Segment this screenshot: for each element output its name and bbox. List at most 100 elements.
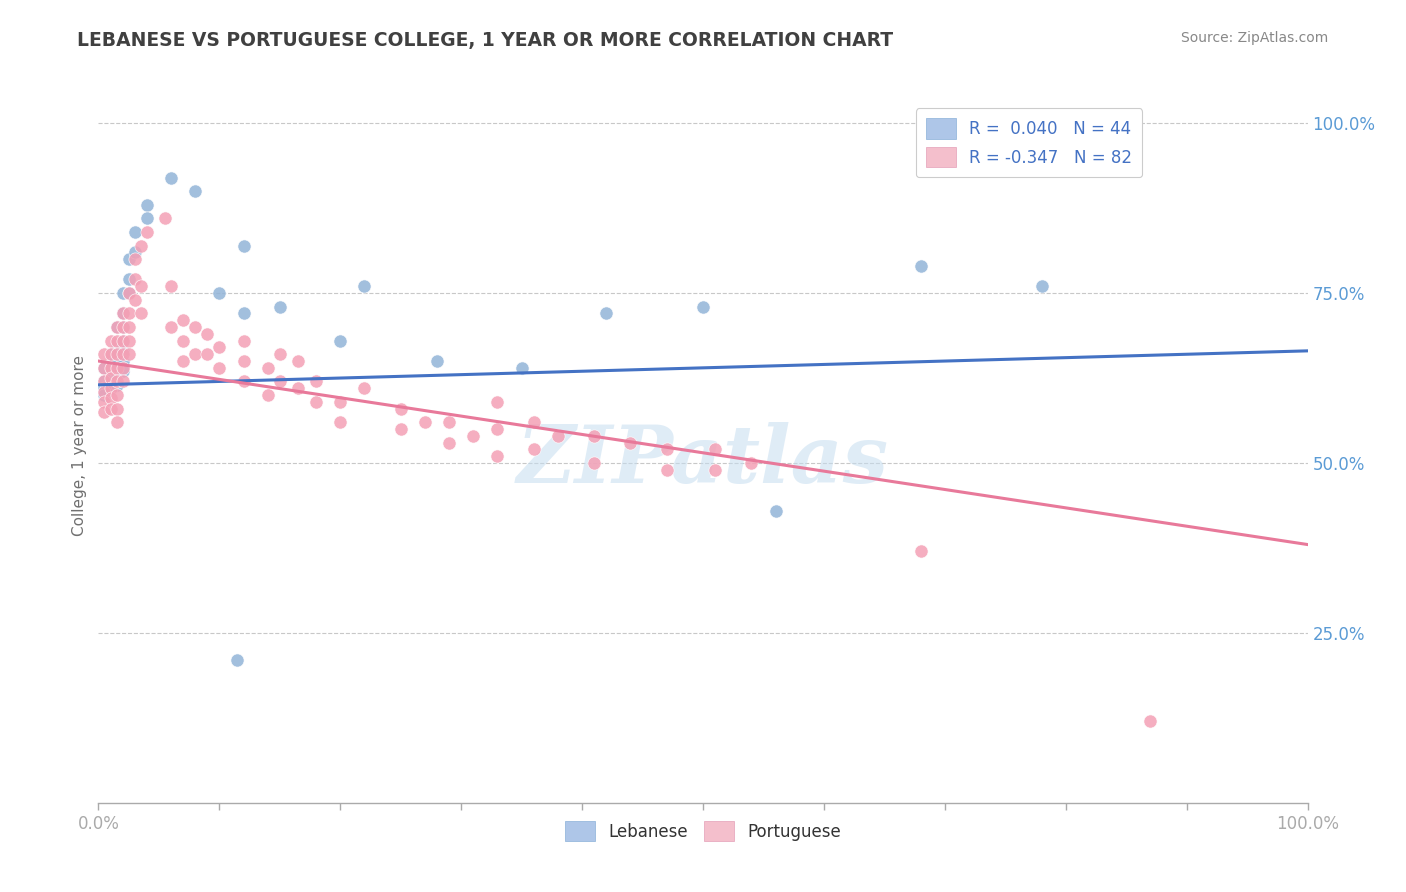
- Point: [692, 300, 714, 314]
- Point: [704, 463, 727, 477]
- Point: [232, 334, 254, 348]
- Point: [1139, 714, 1161, 729]
- Point: [129, 279, 152, 293]
- Legend: Lebanese, Portuguese: Lebanese, Portuguese: [558, 814, 848, 848]
- Point: [105, 334, 128, 348]
- Point: [100, 371, 122, 385]
- Point: [118, 272, 141, 286]
- Point: [124, 252, 146, 266]
- Point: [124, 225, 146, 239]
- Point: [105, 401, 128, 416]
- Point: [160, 170, 183, 185]
- Point: [910, 544, 932, 558]
- Text: Source: ZipAtlas.com: Source: ZipAtlas.com: [1181, 31, 1329, 45]
- Point: [583, 429, 606, 443]
- Point: [111, 334, 134, 348]
- Point: [195, 347, 218, 361]
- Point: [160, 320, 183, 334]
- Point: [353, 381, 375, 395]
- Point: [100, 381, 122, 395]
- Point: [100, 360, 122, 375]
- Point: [111, 320, 134, 334]
- Point: [105, 358, 128, 372]
- Point: [111, 306, 134, 320]
- Point: [105, 347, 128, 361]
- Point: [437, 415, 460, 429]
- Point: [129, 306, 152, 320]
- Point: [118, 286, 141, 301]
- Point: [486, 449, 509, 463]
- Point: [208, 360, 231, 375]
- Point: [269, 300, 291, 314]
- Point: [118, 334, 141, 348]
- Point: [523, 442, 546, 457]
- Point: [287, 381, 309, 395]
- Point: [111, 375, 134, 389]
- Text: ZIPatlas: ZIPatlas: [517, 422, 889, 499]
- Point: [111, 354, 134, 368]
- Point: [655, 442, 678, 457]
- Point: [93, 388, 115, 402]
- Point: [232, 306, 254, 320]
- Point: [93, 347, 115, 361]
- Point: [208, 341, 231, 355]
- Point: [269, 347, 291, 361]
- Point: [413, 415, 436, 429]
- Point: [486, 422, 509, 436]
- Point: [105, 320, 128, 334]
- Point: [305, 394, 328, 409]
- Point: [389, 422, 412, 436]
- Point: [105, 368, 128, 382]
- Point: [426, 354, 449, 368]
- Point: [93, 394, 115, 409]
- Point: [93, 375, 115, 389]
- Point: [100, 371, 122, 385]
- Point: [111, 320, 134, 334]
- Point: [105, 377, 128, 392]
- Point: [93, 375, 115, 389]
- Point: [93, 360, 115, 375]
- Point: [463, 429, 485, 443]
- Point: [329, 415, 352, 429]
- Point: [100, 347, 122, 361]
- Point: [910, 259, 932, 273]
- Point: [740, 456, 762, 470]
- Point: [353, 279, 375, 293]
- Point: [93, 384, 115, 399]
- Point: [765, 503, 787, 517]
- Point: [172, 313, 194, 327]
- Y-axis label: College, 1 year or more: College, 1 year or more: [72, 356, 87, 536]
- Point: [111, 360, 134, 375]
- Point: [329, 394, 352, 409]
- Point: [100, 392, 122, 406]
- Point: [118, 320, 141, 334]
- Point: [135, 225, 157, 239]
- Point: [184, 184, 207, 198]
- Point: [105, 320, 128, 334]
- Point: [583, 456, 606, 470]
- Point: [655, 463, 678, 477]
- Point: [124, 272, 146, 286]
- Point: [100, 401, 122, 416]
- Point: [232, 375, 254, 389]
- Point: [100, 347, 122, 361]
- Point: [105, 337, 128, 351]
- Point: [704, 442, 727, 457]
- Point: [547, 429, 569, 443]
- Point: [510, 360, 533, 375]
- Point: [105, 347, 128, 361]
- Point: [111, 364, 134, 378]
- Point: [256, 360, 278, 375]
- Point: [160, 279, 183, 293]
- Point: [105, 375, 128, 389]
- Point: [486, 394, 509, 409]
- Point: [595, 306, 617, 320]
- Point: [93, 405, 115, 419]
- Point: [105, 415, 128, 429]
- Point: [232, 238, 254, 252]
- Point: [256, 388, 278, 402]
- Point: [619, 435, 641, 450]
- Point: [111, 306, 134, 320]
- Point: [226, 653, 249, 667]
- Point: [111, 334, 134, 348]
